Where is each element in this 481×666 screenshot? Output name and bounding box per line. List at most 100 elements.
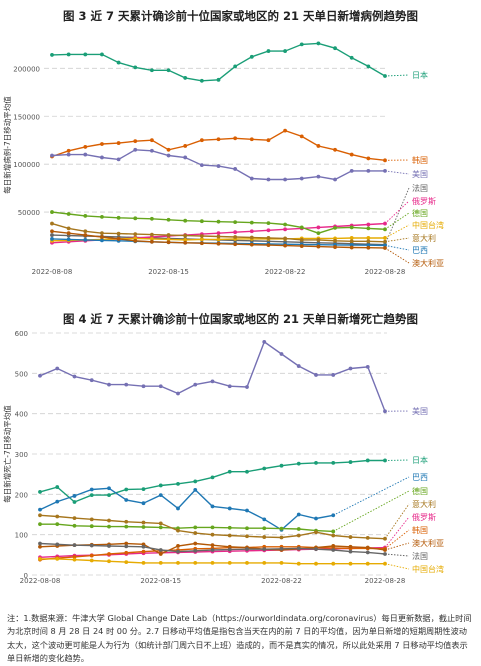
chart4-data-point bbox=[331, 529, 336, 534]
chart3-data-point bbox=[316, 225, 321, 230]
chart4-data-point bbox=[89, 524, 94, 529]
chart3-data-point bbox=[233, 64, 238, 69]
chart3-data-point bbox=[150, 216, 154, 221]
chart4-data-point bbox=[348, 549, 353, 554]
chart3-data-point bbox=[50, 237, 54, 241]
chart3-data-point bbox=[383, 158, 387, 163]
chart3-ytick-label: 100000 bbox=[13, 161, 40, 169]
chart4-data-point bbox=[314, 530, 318, 535]
chart3-data-point bbox=[283, 222, 287, 227]
chart4-label-leader bbox=[384, 459, 410, 461]
chart4-data-point bbox=[331, 373, 336, 377]
chart3-data-point bbox=[249, 235, 254, 240]
chart4-data-point bbox=[55, 485, 60, 489]
chart4-data-point bbox=[107, 486, 111, 491]
chart3-series-label: 韩国 bbox=[412, 155, 428, 165]
chart4-data-point bbox=[89, 553, 94, 558]
chart4-data-point bbox=[176, 544, 180, 548]
chart3-data-point bbox=[316, 41, 321, 46]
chart4-data-point bbox=[72, 543, 77, 548]
chart3-data-point bbox=[66, 52, 71, 57]
chart3-xtick-label: 2022-08-22 bbox=[265, 268, 306, 276]
chart3-series-label: 法国 bbox=[412, 183, 428, 193]
chart4-data-point bbox=[262, 517, 267, 522]
chart3-data-point bbox=[66, 226, 71, 231]
chart4-series-label: 德国 bbox=[412, 486, 428, 496]
chart4-data-point bbox=[141, 384, 146, 389]
chart3-data-point bbox=[133, 139, 138, 144]
chart3-data-point bbox=[216, 137, 221, 142]
chart4-data-point bbox=[331, 513, 336, 518]
chart3-data-point bbox=[349, 245, 354, 250]
chart4-data-point bbox=[227, 525, 232, 530]
chart4-data-point bbox=[55, 366, 60, 371]
chart4-data-point bbox=[193, 487, 198, 492]
chart4-data-point bbox=[262, 466, 267, 471]
chart4-data-point bbox=[176, 561, 180, 565]
chart4-data-point bbox=[331, 460, 336, 465]
chart4-data-point bbox=[158, 493, 163, 498]
chart4-data-point bbox=[107, 559, 111, 564]
chart4-data-point bbox=[245, 385, 249, 389]
chart4-series-label: 日本 bbox=[412, 455, 428, 465]
chart3-data-point bbox=[349, 152, 354, 157]
chart3-label-leader bbox=[384, 244, 410, 251]
chart3-data-point bbox=[183, 155, 188, 160]
chart4-data-point bbox=[38, 490, 42, 494]
chart3-data-point bbox=[266, 243, 271, 248]
chart4-xtick-label: 2022-08-28 bbox=[365, 577, 406, 585]
chart3-data-point bbox=[50, 221, 54, 226]
chart4-ytick-label: 200 bbox=[15, 491, 28, 499]
chart4-label-leader bbox=[384, 529, 410, 550]
chart4-data-point bbox=[193, 479, 198, 484]
chart3-data-point bbox=[133, 147, 138, 152]
chart3-data-point bbox=[199, 163, 204, 168]
chart3-xtick-label: 2022-08-28 bbox=[365, 268, 406, 276]
chart4-data-point bbox=[245, 547, 249, 552]
chart4-data-point bbox=[38, 541, 42, 546]
chart3-data-point bbox=[166, 237, 171, 242]
chart3-data-point bbox=[266, 49, 271, 53]
chart4-label-leader bbox=[384, 563, 410, 570]
chart3-data-point bbox=[199, 138, 204, 143]
chart4-series-line bbox=[40, 523, 334, 533]
chart4-data-point bbox=[158, 548, 163, 552]
chart3-data-point bbox=[366, 156, 371, 161]
chart3-xtick-label: 2022-08-08 bbox=[32, 268, 73, 276]
chart3-data-point bbox=[83, 214, 88, 218]
chart3-data-point bbox=[233, 242, 238, 247]
chart3-data-point bbox=[249, 220, 254, 225]
chart3-data-point bbox=[366, 64, 371, 69]
chart4-data-point bbox=[193, 541, 198, 546]
chart4-data-point bbox=[348, 460, 353, 464]
chart3-data-point bbox=[100, 155, 104, 160]
chart4-data-point bbox=[262, 547, 267, 552]
chart3-data-point bbox=[116, 141, 121, 145]
chart4-data-point bbox=[107, 493, 111, 498]
chart3-label-leader bbox=[384, 237, 410, 243]
chart4-data-point bbox=[245, 534, 249, 539]
chart4-data-point bbox=[89, 558, 94, 563]
chart4-data-point bbox=[193, 561, 198, 565]
chart4-data-point bbox=[279, 352, 284, 356]
chart3-data-point bbox=[216, 237, 221, 242]
chart4-data-point bbox=[72, 516, 77, 521]
chart4-data-point bbox=[141, 520, 146, 525]
chart4-data-point bbox=[262, 526, 267, 531]
chart3-ylabel: 每日新增病例-7日移动平均值 bbox=[2, 96, 12, 194]
chart4-data-point bbox=[348, 535, 353, 539]
chart4-data-point bbox=[227, 506, 232, 511]
charts-canvas: 50000 100000 150000 200000 2022-08-08 2022-08… bbox=[2, 41, 444, 585]
chart3-data-point bbox=[66, 152, 71, 157]
chart4-data-point bbox=[262, 339, 267, 344]
chart4-data-point bbox=[331, 548, 336, 552]
chart4-data-point bbox=[279, 561, 284, 565]
chart3-data-point bbox=[249, 176, 254, 181]
chart3-data-point bbox=[150, 237, 154, 241]
chart4-data-point bbox=[124, 544, 129, 549]
chart3-data-point bbox=[83, 233, 88, 237]
chart3-label-leader bbox=[384, 74, 410, 77]
chart3-label-leader bbox=[384, 200, 410, 224]
chart4-data-point bbox=[365, 550, 370, 555]
chart3-data-point bbox=[50, 229, 54, 234]
